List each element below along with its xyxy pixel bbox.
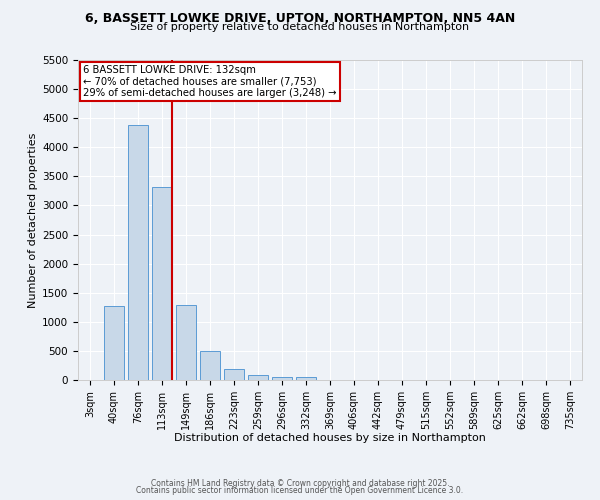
Y-axis label: Number of detached properties: Number of detached properties [28,132,38,308]
Text: Size of property relative to detached houses in Northampton: Size of property relative to detached ho… [130,22,470,32]
Text: 6 BASSETT LOWKE DRIVE: 132sqm
← 70% of detached houses are smaller (7,753)
29% o: 6 BASSETT LOWKE DRIVE: 132sqm ← 70% of d… [83,65,337,98]
Text: 6, BASSETT LOWKE DRIVE, UPTON, NORTHAMPTON, NN5 4AN: 6, BASSETT LOWKE DRIVE, UPTON, NORTHAMPT… [85,12,515,26]
X-axis label: Distribution of detached houses by size in Northampton: Distribution of detached houses by size … [174,434,486,444]
Bar [200,352,220,380]
Bar [224,368,244,380]
Bar [248,376,268,380]
Bar [128,125,148,380]
Text: Contains HM Land Registry data © Crown copyright and database right 2025.: Contains HM Land Registry data © Crown c… [151,478,449,488]
Bar [176,305,196,380]
Bar [272,377,292,380]
Bar [104,306,124,380]
Bar [296,377,316,380]
Text: Contains public sector information licensed under the Open Government Licence 3.: Contains public sector information licen… [136,486,464,495]
Bar [152,188,172,380]
